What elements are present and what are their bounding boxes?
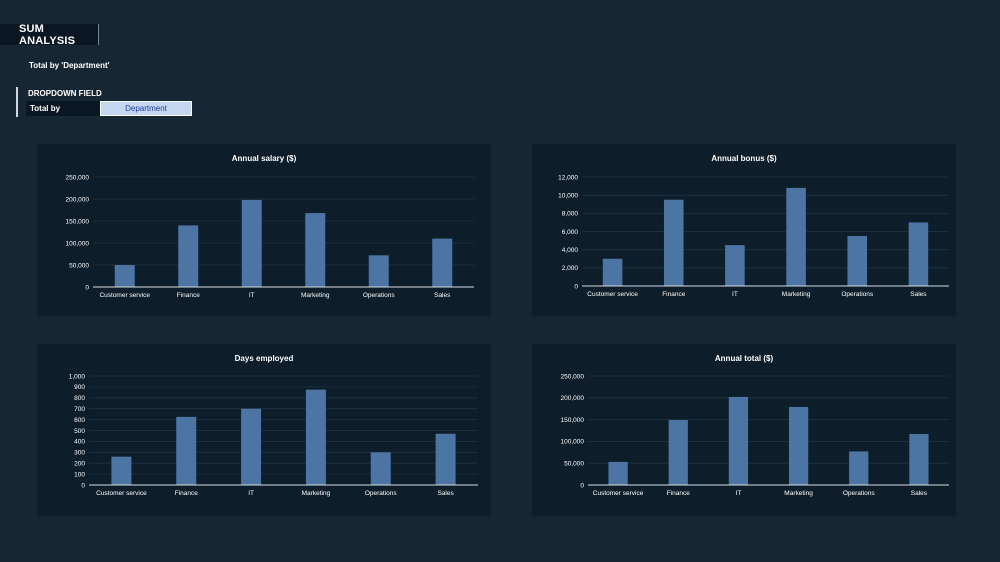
bar — [305, 389, 326, 485]
chart-title: Annual salary ($) — [231, 154, 297, 163]
dropdown-row: Total by Department — [26, 101, 192, 116]
department-dropdown[interactable]: Department — [100, 101, 192, 116]
y-tick-label: 700 — [74, 406, 85, 413]
x-category-label: Marketing — [782, 291, 811, 298]
x-category-label: Customer service — [96, 490, 147, 497]
y-tick-label: 50,000 — [564, 461, 584, 468]
y-tick-label: 200,000 — [561, 395, 585, 402]
page-title: SUM ANALYSIS — [0, 22, 99, 47]
y-tick-label: 0 — [85, 284, 89, 291]
x-category-label: Customer service — [587, 291, 638, 298]
bar — [847, 236, 868, 286]
y-tick-label: 900 — [74, 384, 85, 391]
y-tick-label: 200 — [74, 461, 85, 468]
x-category-label: Sales — [911, 490, 928, 497]
y-tick-label: 800 — [74, 395, 85, 402]
bar — [114, 265, 135, 287]
y-tick-label: 10,000 — [558, 192, 578, 199]
y-tick-label: 200,000 — [66, 196, 90, 203]
bar — [370, 452, 391, 485]
x-category-label: Operations — [363, 292, 396, 299]
y-tick-label: 50,000 — [69, 262, 89, 269]
y-tick-label: 150,000 — [66, 218, 90, 225]
y-tick-label: 500 — [74, 428, 85, 435]
bar — [909, 433, 929, 485]
x-category-label: Sales — [910, 291, 927, 298]
y-tick-label: 0 — [580, 482, 584, 489]
bar — [608, 461, 628, 485]
page-subtitle: Total by 'Department' — [29, 61, 110, 70]
y-tick-label: 4,000 — [562, 247, 579, 254]
y-tick-label: 250,000 — [561, 373, 585, 380]
bar — [435, 433, 456, 485]
y-tick-label: 8,000 — [562, 211, 579, 218]
bar — [305, 213, 326, 287]
y-tick-label: 100 — [74, 471, 85, 478]
y-tick-label: 600 — [74, 417, 85, 424]
chart-annual-salary: 0 50,000 100,000 150,000 200,000 250,000 Custo… — [66, 174, 474, 299]
page-title-text: SUM ANALYSIS — [19, 22, 76, 47]
y-tick-label: 2,000 — [562, 265, 579, 272]
bar — [728, 396, 749, 485]
x-category-label: Operations — [841, 291, 874, 298]
x-category-label: Customer service — [99, 292, 150, 299]
x-category-label: Sales — [437, 490, 454, 497]
chart-panel-annual-salary: Annual salary ($) 0 50,000 100,000 150,000 2… — [37, 144, 491, 316]
bar — [725, 245, 745, 286]
bar — [849, 451, 869, 485]
bar — [602, 258, 623, 286]
bar — [111, 456, 132, 485]
y-tick-label: 250,000 — [66, 174, 90, 181]
y-tick-label: 6,000 — [562, 229, 579, 236]
bar — [786, 187, 806, 286]
x-category-label: Sales — [434, 292, 451, 299]
bar — [908, 222, 929, 286]
x-category-label: IT — [248, 490, 254, 497]
y-tick-label: 100,000 — [561, 439, 585, 446]
chart-annual-bonus: 0 2,000 4,000 6,000 8,000 10,000 12,000 Custome… — [558, 174, 949, 298]
y-tick-label: 0 — [574, 283, 578, 290]
chart-title: Annual bonus ($) — [711, 154, 777, 163]
y-tick-label: 12,000 — [558, 174, 578, 181]
x-category-label: IT — [732, 291, 738, 298]
dropdown-label: Total by — [26, 101, 100, 116]
bar — [176, 416, 197, 485]
y-tick-label: 400 — [74, 439, 85, 446]
x-category-label: Operations — [843, 490, 876, 497]
bar — [368, 255, 389, 287]
bar — [663, 199, 684, 286]
bar — [668, 420, 688, 485]
chart-title: Annual total ($) — [714, 354, 774, 363]
y-tick-label: 300 — [74, 450, 85, 457]
bar — [241, 408, 262, 485]
chart-days-employed: 0 100 200 300 400 500 600 700 800 900 1,000 Custome… — [69, 373, 478, 497]
chart-annual-total: 0 50,000 100,000 150,000 200,000 250,000 Custo… — [561, 373, 949, 497]
dropdown-heading: DROPDOWN FIELD — [28, 89, 102, 98]
x-category-label: Finance — [667, 490, 691, 497]
y-tick-label: 1,000 — [69, 373, 86, 380]
x-category-label: IT — [249, 292, 255, 299]
y-tick-label: 100,000 — [66, 240, 90, 247]
x-category-label: Marketing — [301, 292, 330, 299]
chart-panel-annual-total: Annual total ($) 0 50,000 100,000 150,000 20… — [532, 344, 956, 516]
x-category-label: Finance — [662, 291, 686, 298]
chart-title: Days employed — [234, 354, 294, 363]
x-category-label: Marketing — [784, 490, 813, 497]
dropdown-field: DROPDOWN FIELD Total by Department — [16, 87, 192, 117]
x-category-label: Finance — [177, 292, 201, 299]
x-category-label: Finance — [175, 490, 199, 497]
x-category-label: IT — [736, 490, 742, 497]
x-category-label: Customer service — [593, 490, 644, 497]
y-tick-label: 150,000 — [561, 417, 585, 424]
y-tick-label: 0 — [81, 482, 85, 489]
bar — [788, 406, 809, 485]
chart-panel-days-employed: Days employed 0 100 200 300 400 500 600 700 800 9… — [37, 344, 491, 516]
x-category-label: Operations — [365, 490, 398, 497]
bar — [432, 238, 453, 287]
bar — [241, 199, 262, 287]
bar — [178, 225, 199, 287]
chart-panel-annual-bonus: Annual bonus ($) 0 2,000 4,000 6,000 8,000 10… — [532, 144, 956, 316]
x-category-label: Marketing — [302, 490, 331, 497]
